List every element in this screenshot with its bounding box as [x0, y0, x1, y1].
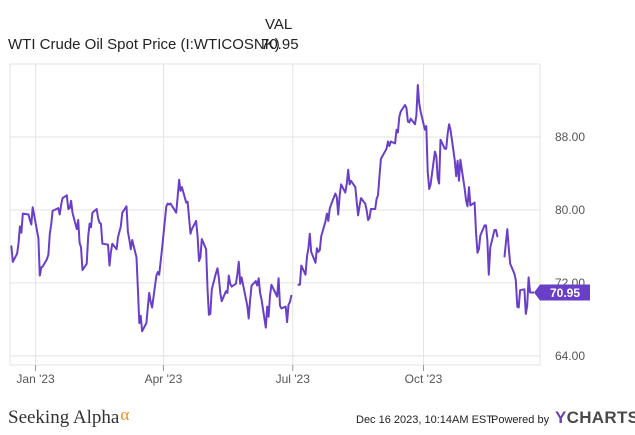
legend-series-value: 70.95 — [261, 36, 299, 53]
chart-grid — [9, 63, 541, 366]
x-tick-label: Oct '23 — [405, 372, 443, 386]
ycharts-logo[interactable]: YCHARTS — [555, 408, 635, 428]
legend-column-header: VAL — [265, 16, 293, 33]
x-tick-label: Jan '23 — [16, 372, 55, 386]
chart-series — [10, 84, 532, 333]
series-line — [10, 84, 532, 333]
last-value-badge — [534, 284, 590, 301]
ycharts-y-mark: Y — [555, 408, 567, 427]
alpha-icon: α — [120, 405, 130, 424]
last-value-label: 70.95 — [550, 286, 580, 300]
y-tick-label: 88.00 — [555, 130, 585, 144]
last-value-marker: 70.95 — [530, 284, 590, 301]
seeking-alpha-logo[interactable]: Seeking Alphaα — [8, 405, 129, 429]
chart-timestamp: Dec 16 2023, 10:14AM EST. — [356, 414, 495, 426]
y-tick-label: 64.00 — [555, 349, 585, 363]
seeking-alpha-wordmark: Seeking Alpha — [8, 407, 120, 428]
ycharts-wordmark: CHARTS — [566, 408, 635, 427]
x-axis-ticks: Jan '23 Apr '23 Jul '23 Oct '23 — [16, 365, 443, 386]
line-chart: Jan '23 Apr '23 Jul '23 Oct '23 64.0072.008… — [9, 63, 590, 386]
x-tick-label: Jul '23 — [276, 372, 311, 386]
powered-by-label: Powered by — [491, 414, 550, 426]
plot-frame — [9, 63, 541, 366]
legend-series-name: WTI Crude Oil Spot Price (I:WTICOSNK) — [8, 36, 280, 53]
x-tick-label: Apr '23 — [145, 372, 183, 386]
y-tick-label: 80.00 — [555, 203, 585, 217]
